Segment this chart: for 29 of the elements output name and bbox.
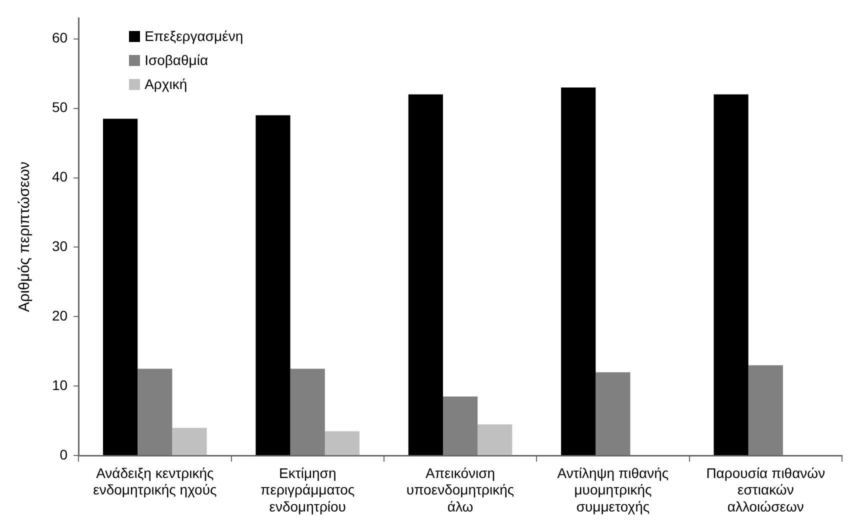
y-tick-label: 10 bbox=[52, 377, 68, 393]
legend-label: Ισοβαθμία bbox=[144, 52, 208, 68]
y-tick-label: 60 bbox=[52, 30, 68, 46]
bar bbox=[561, 87, 596, 456]
bar bbox=[408, 94, 443, 456]
bar bbox=[103, 118, 138, 456]
y-tick-label: 50 bbox=[52, 99, 68, 116]
legend-label: Αρχική bbox=[144, 76, 188, 92]
bar bbox=[290, 368, 325, 456]
bar bbox=[478, 424, 512, 456]
x-tick-label: Παρουσία πιθανών εστιακών αλλοιώσεων bbox=[706, 464, 826, 514]
y-tick-label: 30 bbox=[52, 238, 68, 254]
bar bbox=[172, 428, 207, 456]
legend-label: Επεξεργασμένη bbox=[144, 28, 244, 44]
x-tick-label: Απεικόνιση υποενδομητρικής άλω bbox=[406, 464, 514, 514]
y-tick-label: 0 bbox=[60, 446, 68, 462]
bar bbox=[748, 365, 783, 456]
x-tick-label: Αντίληψη πιθανής μυομητρικής συμμετοχής bbox=[557, 464, 669, 514]
bar bbox=[324, 431, 360, 456]
y-tick-label: 40 bbox=[52, 168, 68, 185]
x-tick-label: Εκτίμηση περιγράμματος ενδομητρίου bbox=[260, 464, 355, 514]
y-tick-label: 20 bbox=[52, 308, 68, 324]
y-axis-title: Αριθμός περιπτώσεων bbox=[16, 162, 34, 312]
x-tick-label: Ανάδειξη κεντρικής ενδομητρικής ηχούς bbox=[93, 464, 217, 498]
bar bbox=[596, 372, 630, 456]
bar bbox=[714, 94, 748, 456]
bar bbox=[256, 115, 290, 456]
bar bbox=[442, 396, 478, 456]
bar bbox=[138, 368, 172, 456]
